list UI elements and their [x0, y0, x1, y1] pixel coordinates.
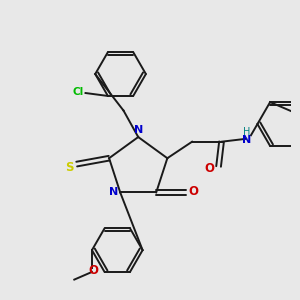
- Text: N: N: [134, 125, 143, 135]
- Text: O: O: [188, 185, 198, 198]
- Text: S: S: [65, 160, 74, 173]
- Text: O: O: [88, 264, 98, 277]
- Text: N: N: [109, 188, 118, 197]
- Text: Cl: Cl: [72, 87, 83, 97]
- Text: O: O: [205, 162, 215, 175]
- Text: N: N: [242, 135, 251, 145]
- Text: H: H: [243, 127, 250, 137]
